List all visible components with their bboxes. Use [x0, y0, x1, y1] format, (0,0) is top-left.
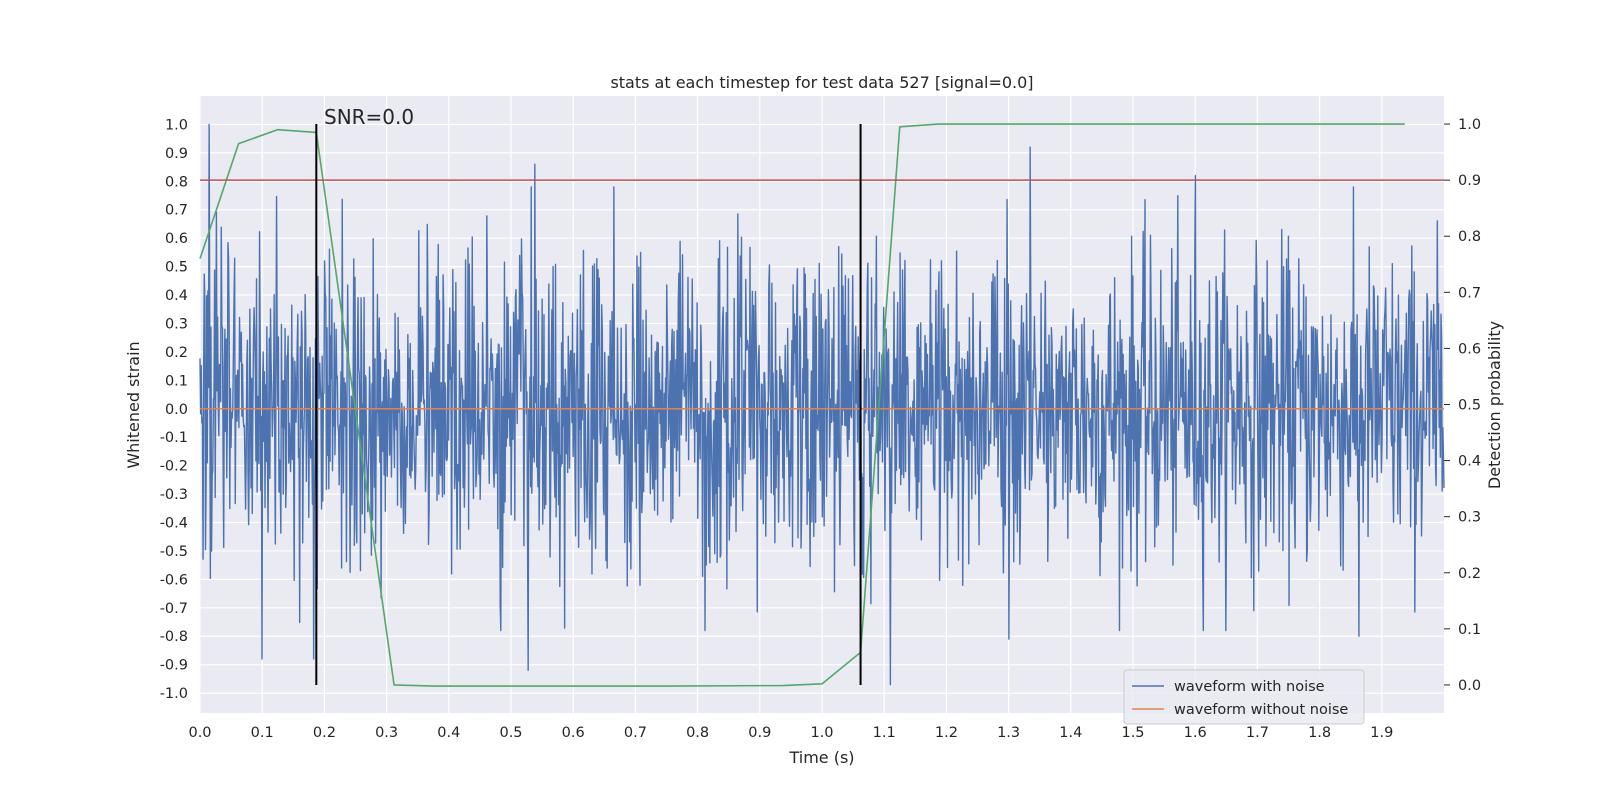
y-tick-label: -0.5 [160, 544, 188, 560]
y-tick-label: 0.0 [165, 402, 188, 418]
y2-tick-label: 0.1 [1458, 622, 1481, 638]
left-axis-ticks: 1.0 0.9 0.8 0.7 0.6 0.5 0.4 0.3 0.2 0.1 0.0 -0.1 -0.… [160, 117, 188, 702]
y2-tick-label: 0.4 [1458, 454, 1481, 470]
x-tick-label: 1.1 [873, 725, 896, 741]
x-tick-label: 0.8 [686, 725, 709, 741]
y-tick-label: -0.6 [160, 572, 188, 588]
x-tick-label: 0.7 [624, 725, 647, 741]
y2-tick-label: 1.0 [1458, 117, 1481, 133]
y-tick-label: 0.1 [165, 373, 188, 389]
y2-tick-label: 0.0 [1458, 678, 1481, 694]
series-line-probability [199, 123, 1405, 687]
x-axis-ticks: 0.0 0.1 0.2 0.3 0.4 0.5 0.6 0.7 0.8 0.9 1.0 1.1 1.2 1… [188, 725, 1393, 741]
x-tick-label: 0.2 [313, 725, 336, 741]
x-tick-label: 1.7 [1246, 725, 1269, 741]
chart-title: stats at each timestep for test data 527… [610, 73, 1033, 92]
y2-tick-label: 0.9 [1458, 173, 1481, 189]
x-tick-label: 1.2 [935, 725, 958, 741]
y-tick-label: -0.4 [160, 515, 188, 531]
legend-label-clean: waveform without noise [1174, 702, 1348, 718]
y-tick-label: -1.0 [160, 686, 188, 702]
x-tick-label: 0.5 [499, 725, 522, 741]
y2-tick-label: 0.3 [1458, 510, 1481, 526]
x-tick-label: 0.3 [375, 725, 398, 741]
y-tick-label: 0.5 [165, 260, 188, 276]
y-tick-label: -0.9 [160, 658, 188, 674]
legend-label-noise: waveform with noise [1174, 679, 1325, 695]
y2-tick-label: 0.7 [1458, 285, 1481, 301]
y-tick-label: 0.4 [165, 288, 188, 304]
x-tick-label: 0.4 [437, 725, 460, 741]
x-tick-label: 0.9 [748, 725, 771, 741]
x-tick-label: 1.4 [1059, 725, 1082, 741]
y2-tick-label: 0.5 [1458, 398, 1481, 414]
y-tick-label: 0.2 [165, 345, 188, 361]
x-tick-label: 1.9 [1370, 725, 1393, 741]
y-tick-label: 0.6 [165, 231, 188, 247]
legend-box [1123, 669, 1365, 725]
snr-annotation: SNR=0.0 [324, 105, 414, 129]
y-tick-label: -0.7 [160, 601, 188, 617]
x-tick-label: 1.3 [997, 725, 1020, 741]
x-tick-label: 1.6 [1184, 725, 1207, 741]
y-tick-label: -0.8 [160, 629, 188, 645]
y2-tick-label: 0.6 [1458, 341, 1481, 357]
x-tick-label: 0.0 [188, 725, 211, 741]
x-tick-label: 1.8 [1308, 725, 1331, 741]
y-tick-label: 0.9 [165, 146, 188, 162]
y-tick-label: 1.0 [165, 117, 188, 133]
x-tick-label: 0.6 [562, 725, 585, 741]
y-tick-label: -0.1 [160, 430, 188, 446]
y2-axis-label: Detection probability [1485, 321, 1504, 489]
y-axis-label: Whitened strain [124, 341, 143, 468]
x-tick-label: 1.5 [1121, 725, 1144, 741]
y-tick-label: 0.7 [165, 203, 188, 219]
y2-tick-label: 0.8 [1458, 229, 1481, 245]
series-layer [199, 123, 1445, 687]
y-tick-label: 0.3 [165, 316, 188, 332]
y-tick-label: -0.2 [160, 459, 188, 475]
x-tick-label: 0.1 [251, 725, 274, 741]
y2-tick-label: 0.2 [1458, 566, 1481, 582]
x-tick-label: 1.0 [810, 725, 833, 741]
right-axis-ticks: 1.0 0.9 0.8 0.7 0.6 0.5 0.4 0.3 0.2 0.1 0.0 [1444, 117, 1481, 694]
legend: waveform with noise waveform without noi… [1123, 669, 1365, 725]
y-tick-label: -0.3 [160, 487, 188, 503]
x-axis-label: Time (s) [788, 748, 854, 767]
series-line-noise [199, 123, 1445, 686]
y-tick-label: 0.8 [165, 174, 188, 190]
